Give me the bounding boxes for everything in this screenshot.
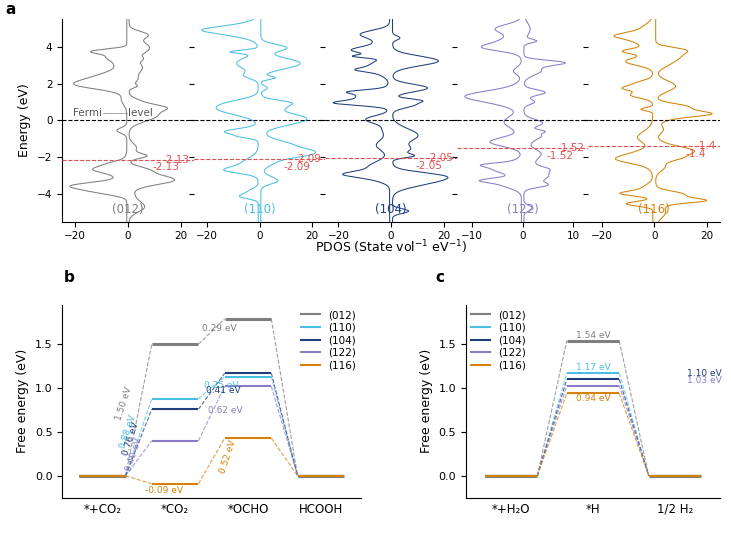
Text: -1.52: -1.52: [547, 151, 574, 161]
Text: -1.4: -1.4: [696, 141, 716, 151]
Legend: (012), (110), (104), (122), (116): (012), (110), (104), (122), (116): [301, 310, 356, 370]
Legend: (012), (110), (104), (122), (116): (012), (110), (104), (122), (116): [471, 310, 526, 370]
Text: 1.54 eV: 1.54 eV: [576, 331, 610, 340]
Text: PDOS (State vol$^{-1}$ eV$^{-1}$): PDOS (State vol$^{-1}$ eV$^{-1}$): [315, 238, 467, 255]
Text: 0.76 eV: 0.76 eV: [122, 421, 141, 457]
Text: 0.62 eV: 0.62 eV: [208, 406, 243, 415]
Text: 0.52 eV: 0.52 eV: [218, 439, 238, 474]
Text: 1.10 eV: 1.10 eV: [687, 369, 722, 378]
Text: (110): (110): [243, 203, 276, 216]
Text: -2.13: -2.13: [163, 155, 190, 165]
Text: 0.29 eV: 0.29 eV: [202, 324, 236, 333]
Y-axis label: Free energy (eV): Free energy (eV): [16, 349, 29, 453]
Text: -2.13: -2.13: [152, 162, 179, 172]
Text: -1.4: -1.4: [685, 149, 705, 159]
Text: 0.94 eV: 0.94 eV: [576, 394, 610, 403]
Text: 1.17 eV: 1.17 eV: [575, 363, 610, 373]
Text: (104): (104): [375, 203, 407, 216]
Text: 0.25 eV: 0.25 eV: [204, 381, 238, 390]
Text: -2.05: -2.05: [426, 153, 453, 163]
Text: Fermi: Fermi: [72, 108, 102, 118]
Text: c: c: [435, 270, 444, 284]
Text: 0.88 eV: 0.88 eV: [118, 414, 137, 450]
Y-axis label: Energy (eV): Energy (eV): [18, 84, 31, 158]
Text: -2.09: -2.09: [295, 154, 322, 164]
Text: 1.03 eV: 1.03 eV: [687, 376, 722, 385]
Text: -1.52: -1.52: [558, 143, 585, 154]
Text: 1.50 eV: 1.50 eV: [115, 386, 134, 422]
Text: 0.40 eV: 0.40 eV: [125, 437, 144, 473]
Text: -2.09: -2.09: [284, 162, 311, 172]
Text: (012): (012): [112, 203, 144, 216]
Y-axis label: Free energy (eV): Free energy (eV): [420, 349, 433, 453]
Text: level: level: [128, 108, 153, 118]
Text: (116): (116): [638, 203, 670, 216]
Text: (122): (122): [507, 203, 539, 216]
Text: -2.05: -2.05: [415, 161, 442, 171]
Text: b: b: [64, 270, 75, 284]
Text: a: a: [6, 2, 16, 16]
Text: 0.41 eV: 0.41 eV: [206, 386, 240, 395]
Text: -0.09 eV: -0.09 eV: [145, 486, 183, 495]
